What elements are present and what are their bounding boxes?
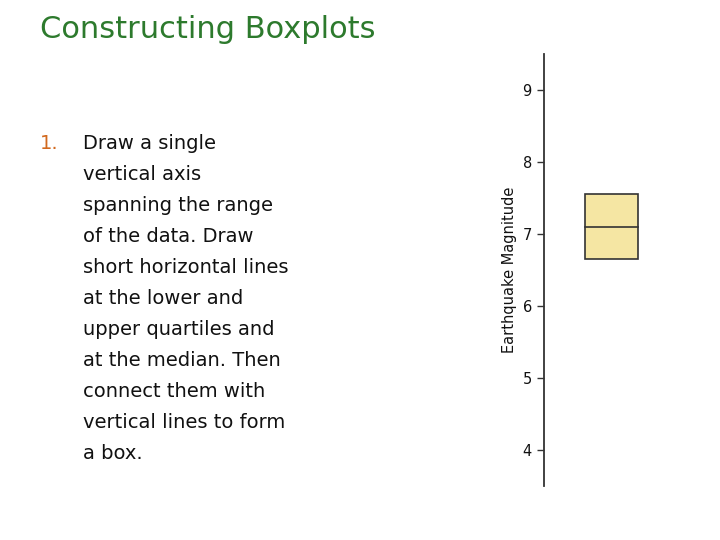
Text: Constructing Boxplots: Constructing Boxplots <box>40 15 375 44</box>
Text: Draw a single
vertical axis
spanning the range
of the data. Draw
short horizonta: Draw a single vertical axis spanning the… <box>83 134 288 463</box>
Text: PEARSON: PEARSON <box>482 512 564 527</box>
Text: Chapter 3, Slide 34: Chapter 3, Slide 34 <box>616 513 720 526</box>
Y-axis label: Earthquake Magnitude: Earthquake Magnitude <box>502 187 517 353</box>
Bar <box>585 194 638 259</box>
Text: Copyright © 2015, 2010, 2007 Pearson Education, Inc.: Copyright © 2015, 2010, 2007 Pearson Edu… <box>111 515 379 525</box>
Text: ALWAYS LEARNING: ALWAYS LEARNING <box>16 515 111 524</box>
Text: 1.: 1. <box>40 134 58 153</box>
